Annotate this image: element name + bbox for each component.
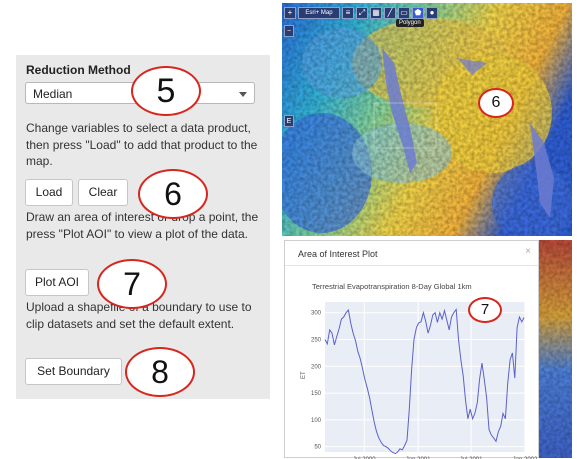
- help-text-aoi: Draw an area of interest or drop a point…: [26, 210, 259, 241]
- zoom-out-icon[interactable]: −: [284, 25, 294, 37]
- close-icon[interactable]: ×: [525, 246, 531, 257]
- chart-title: Terrestrial Evapotranspiration 8-Day Glo…: [312, 282, 472, 291]
- y-tick-label: 300: [311, 311, 322, 317]
- modal-title: Area of Interest Plot: [298, 249, 378, 259]
- callout-8: 8: [125, 347, 195, 397]
- y-axis-label: ET: [301, 371, 307, 379]
- y-tick-label: 100: [311, 418, 322, 424]
- callout-5: 5: [131, 66, 201, 116]
- y-tick-label: 200: [311, 364, 322, 370]
- callout-6: 6: [138, 169, 208, 219]
- satellite-map[interactable]: + Esri+ Map ≡ ⤢ ▦ ╱ ▭ ⬟ ● Polygon − E 6: [282, 3, 572, 236]
- y-tick-label: 150: [311, 391, 322, 397]
- load-button[interactable]: Load: [25, 179, 73, 206]
- reduction-method-value: Median: [33, 87, 73, 101]
- controls-panel: Reduction Method Median Change variables…: [16, 55, 270, 399]
- layers-icon[interactable]: ≡: [342, 7, 354, 19]
- edit-icon[interactable]: E: [284, 115, 294, 127]
- fullscreen-icon[interactable]: ⤢: [356, 7, 368, 19]
- marker-icon[interactable]: ●: [426, 7, 438, 19]
- et-series-line: [324, 308, 525, 455]
- chevron-down-icon: [239, 92, 247, 97]
- draw-line-icon[interactable]: ╱: [384, 7, 396, 19]
- set-boundary-button[interactable]: Set Boundary: [25, 358, 122, 385]
- modal-divider: [285, 265, 538, 266]
- plot-area: [325, 302, 525, 452]
- map-toolbar: + Esri+ Map ≡ ⤢ ▦ ╱ ▭ ⬟ ●: [284, 7, 438, 21]
- map-callout-6: 6: [478, 88, 514, 118]
- y-tick-label: 50: [314, 445, 321, 451]
- help-text-variables: Change variables to select a data produc…: [26, 121, 258, 168]
- basemap-select[interactable]: Esri+ Map: [298, 7, 340, 19]
- plot-callout-7: 7: [468, 297, 502, 323]
- help-text-shapefile: Upload a shapefile of a boundary to use …: [26, 300, 252, 331]
- clear-button[interactable]: Clear: [78, 179, 128, 206]
- polygon-tooltip: Polygon: [396, 19, 424, 27]
- et-raster-layer: [282, 3, 572, 236]
- callout-7: 7: [97, 259, 167, 309]
- draw-polygon-icon[interactable]: ⬟: [412, 7, 424, 19]
- map-edge-strip: [539, 240, 572, 458]
- grid-icon[interactable]: ▦: [370, 7, 382, 19]
- zoom-in-icon[interactable]: +: [284, 7, 296, 19]
- plot-aoi-button[interactable]: Plot AOI: [25, 269, 89, 296]
- draw-rectangle-icon[interactable]: ▭: [398, 7, 410, 19]
- reduction-method-heading: Reduction Method: [26, 63, 131, 77]
- y-tick-label: 250: [311, 338, 322, 344]
- aoi-plot-modal: Area of Interest Plot × Terrestrial Evap…: [284, 240, 539, 459]
